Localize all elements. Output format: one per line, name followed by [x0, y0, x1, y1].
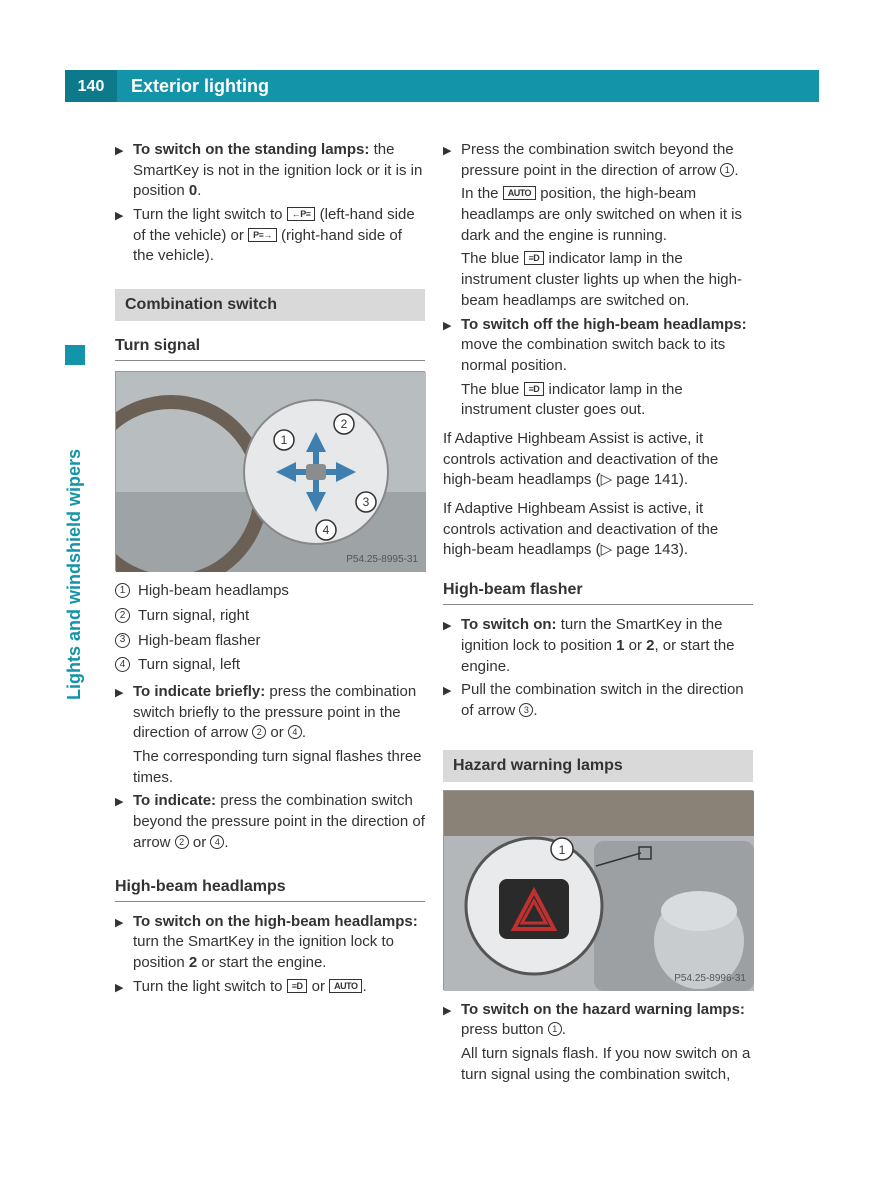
figure-hazard-lamps: 1 P54.25-8996-31 — [443, 790, 753, 990]
body-text: The corresponding turn signal flashes th… — [133, 747, 425, 788]
sub-heading: High-beam headlamps — [115, 876, 425, 902]
light-left-icon: ←P≡ — [287, 207, 316, 221]
body-text: The blue ≡D indicator lamp in the instru… — [461, 249, 753, 311]
header-title: Exterior lighting — [117, 74, 269, 99]
svg-text:1: 1 — [281, 433, 288, 447]
list-item: ▶ Pull the combination switch in the dir… — [443, 680, 753, 721]
svg-text:3: 3 — [363, 495, 370, 509]
list-item: ▶ Press the combination switch beyond th… — [443, 140, 753, 181]
list-item: ▶ To switch on: turn the SmartKey in the… — [443, 615, 753, 677]
svg-text:1: 1 — [559, 843, 566, 857]
svg-text:4: 4 — [323, 523, 330, 537]
light-right-icon: P≡→ — [248, 228, 277, 242]
body-text: If Adaptive Highbeam Assist is active, i… — [443, 429, 753, 491]
list-item: ▶ To switch on the standing lamps: the S… — [115, 140, 425, 202]
sub-heading: High-beam flasher — [443, 579, 753, 605]
legend-item: 2Turn signal, right — [115, 606, 425, 627]
svg-text:2: 2 — [341, 417, 348, 431]
section-heading: Combination switch — [115, 289, 425, 321]
page-content: ▶ To switch on the standing lamps: the S… — [115, 140, 816, 1088]
left-column: ▶ To switch on the standing lamps: the S… — [115, 140, 425, 1088]
body-text: The blue ≡D indicator lamp in the instru… — [461, 380, 753, 421]
sub-heading: Turn signal — [115, 335, 425, 361]
list-item: ▶ Turn the light switch to ≡D or AUTO. — [115, 977, 425, 998]
headlamp-icon: ≡D — [287, 979, 308, 993]
body-text: If Adaptive Highbeam Assist is active, i… — [443, 499, 753, 561]
figure-turn-signal: 1 2 3 4 P54.25-8995-31 — [115, 371, 425, 571]
figure-code: P54.25-8995-31 — [346, 553, 418, 567]
list-item: ▶ To indicate: press the combination swi… — [115, 791, 425, 853]
side-tab — [65, 345, 85, 365]
list-item: ▶ To indicate briefly: press the combina… — [115, 682, 425, 744]
body-text: All turn signals flash. If you now switc… — [461, 1044, 753, 1085]
right-column: ▶ Press the combination switch beyond th… — [443, 140, 753, 1088]
highbeam-icon: ≡D — [524, 251, 545, 265]
page-number: 140 — [65, 70, 117, 102]
legend-item: 1High-beam headlamps — [115, 581, 425, 602]
legend-item: 3High-beam flasher — [115, 631, 425, 652]
list-item: ▶ To switch on the hazard warning lamps:… — [443, 1000, 753, 1041]
list-item: ▶ To switch off the high-beam headlamps:… — [443, 315, 753, 377]
highbeam-icon: ≡D — [524, 382, 545, 396]
section-heading: Hazard warning lamps — [443, 750, 753, 782]
figure-code: P54.25-8996-31 — [674, 972, 746, 986]
body-text: In the AUTO position, the high-beam head… — [461, 184, 753, 246]
auto-icon: AUTO — [503, 186, 536, 200]
auto-icon: AUTO — [329, 979, 362, 993]
side-section-label: Lights and windshield wipers — [62, 449, 87, 700]
list-item: ▶ To switch on the high-beam headlamps: … — [115, 912, 425, 974]
list-item: ▶ Turn the light switch to ←P≡ (left-han… — [115, 205, 425, 267]
legend-item: 4Turn signal, left — [115, 655, 425, 676]
header-bar: 140 Exterior lighting — [65, 70, 819, 102]
